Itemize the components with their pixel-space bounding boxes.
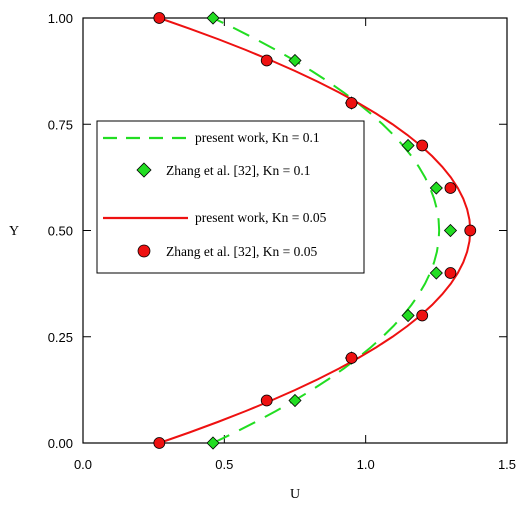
diamond-marker <box>429 181 443 195</box>
axis-tick-labels: 0.0 0.5 1.0 1.5 0.00 0.25 0.50 0.75 1.00 <box>48 11 516 472</box>
y-tick-label: 0.50 <box>48 224 73 239</box>
diamond-marker <box>401 138 415 153</box>
diamond-marker <box>288 53 302 68</box>
series-line-0 <box>212 17 441 444</box>
diamond-marker <box>443 223 458 238</box>
x-tick-label: 1.5 <box>498 457 516 472</box>
circle-marker <box>464 224 477 237</box>
legend-label: Zhang et al. [32], Kn = 0.1 <box>166 163 310 178</box>
legend-swatch-diamond-marker <box>136 162 152 178</box>
circle-marker <box>260 54 273 67</box>
y-tick-label: 0.00 <box>48 436 73 451</box>
legend-item-zhang-kn005: Zhang et al. [32], Kn = 0.05 <box>137 244 317 259</box>
y-tick-label: 1.00 <box>48 11 73 26</box>
diamond-marker <box>401 308 415 323</box>
plot-markers <box>153 11 477 450</box>
legend-item-zhang-kn01: Zhang et al. [32], Kn = 0.1 <box>136 162 310 178</box>
x-tick-label: 0.0 <box>74 457 92 472</box>
x-axis-title: U <box>290 487 300 502</box>
circle-marker <box>260 394 273 407</box>
diamond-marker <box>206 11 220 25</box>
legend-label: present work, Kn = 0.1 <box>195 130 320 145</box>
y-axis-title: Y <box>9 224 19 239</box>
legend-swatch-circle-marker <box>137 244 151 258</box>
legend-label: Zhang et al. [32], Kn = 0.05 <box>166 244 317 259</box>
circle-marker <box>153 437 166 449</box>
legend: present work, Kn = 0.1 Zhang et al. [32]… <box>96 120 365 274</box>
x-tick-label: 0.5 <box>215 457 233 472</box>
circle-marker <box>416 139 429 152</box>
diamond-marker <box>288 393 302 408</box>
circle-marker <box>416 309 429 322</box>
circle-marker <box>444 182 457 194</box>
diamond-marker <box>429 266 443 280</box>
circle-marker <box>153 12 166 24</box>
y-tick-label: 0.25 <box>48 330 73 345</box>
circle-marker <box>345 352 358 364</box>
legend-item-present-kn01: present work, Kn = 0.1 <box>103 130 320 145</box>
axis-ticks <box>82 17 508 444</box>
diamond-marker <box>206 436 220 450</box>
circle-marker <box>444 267 457 279</box>
legend-label: present work, Kn = 0.05 <box>195 210 327 225</box>
y-tick-label: 0.75 <box>48 117 73 132</box>
circle-marker <box>345 97 358 109</box>
legend-item-present-kn005: present work, Kn = 0.05 <box>103 210 327 225</box>
x-tick-label: 1.0 <box>357 457 375 472</box>
